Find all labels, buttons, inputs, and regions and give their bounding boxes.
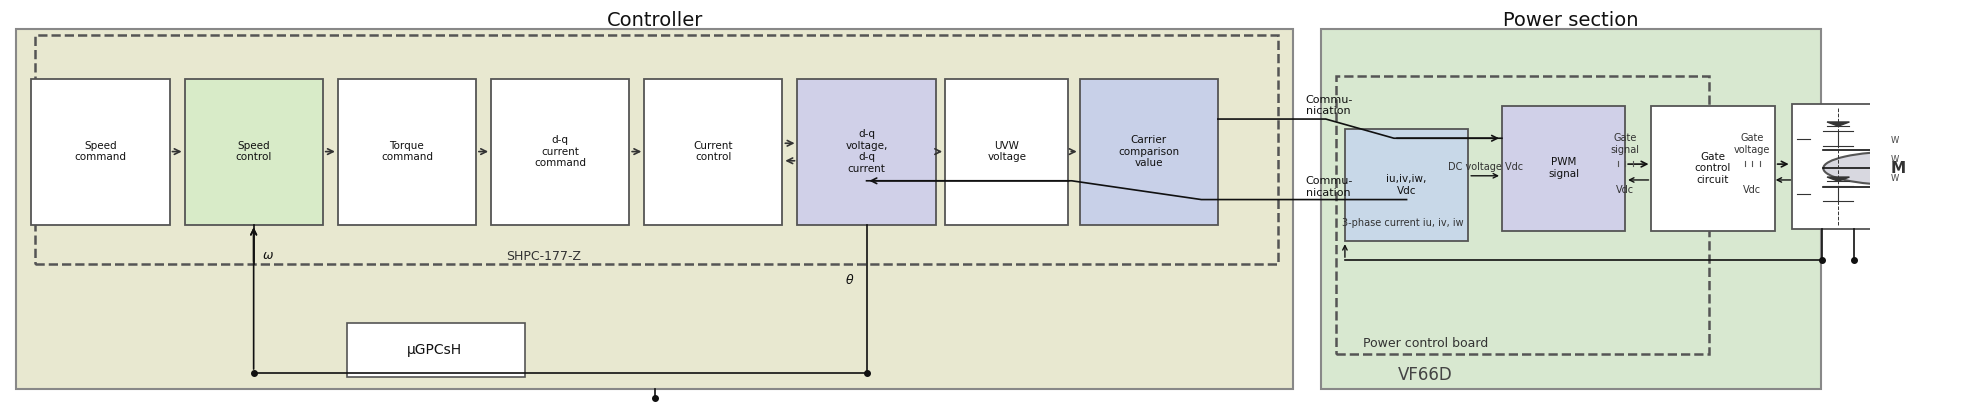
Text: Controller: Controller — [608, 10, 703, 29]
FancyBboxPatch shape — [32, 79, 170, 225]
FancyBboxPatch shape — [798, 79, 935, 225]
Text: W: W — [1889, 174, 1899, 183]
Text: ω: ω — [263, 249, 273, 262]
Text: W: W — [1889, 155, 1899, 164]
Text: Vdc: Vdc — [1616, 185, 1633, 195]
Text: Carrier
comparison
value: Carrier comparison value — [1117, 135, 1178, 168]
Text: UVW
voltage: UVW voltage — [986, 141, 1026, 163]
Text: μGPCsH: μGPCsH — [408, 343, 461, 357]
Text: d-q
current
command: d-q current command — [535, 135, 586, 168]
FancyBboxPatch shape — [1344, 129, 1467, 242]
FancyBboxPatch shape — [346, 323, 525, 377]
FancyBboxPatch shape — [491, 79, 630, 225]
Text: Commu-
nication: Commu- nication — [1305, 176, 1352, 198]
Text: Speed
command: Speed command — [75, 141, 127, 163]
FancyBboxPatch shape — [1501, 106, 1624, 231]
Text: Torque
command: Torque command — [380, 141, 434, 163]
Text: M: M — [1889, 161, 1905, 176]
Text: PWM
signal: PWM signal — [1546, 158, 1578, 179]
Text: Gate
control
circuit: Gate control circuit — [1695, 152, 1731, 185]
Text: Gate
voltage: Gate voltage — [1732, 133, 1770, 155]
Polygon shape — [1826, 177, 1849, 181]
FancyBboxPatch shape — [1651, 106, 1774, 231]
Text: Power control board: Power control board — [1362, 337, 1487, 350]
Text: Vdc: Vdc — [1742, 185, 1760, 195]
Text: d-q
voltage,
d-q
current: d-q voltage, d-q current — [845, 129, 887, 174]
Text: Commu-
nication: Commu- nication — [1305, 95, 1352, 116]
Text: Gate
signal: Gate signal — [1610, 133, 1639, 155]
FancyBboxPatch shape — [644, 79, 782, 225]
FancyBboxPatch shape — [337, 79, 475, 225]
FancyBboxPatch shape — [1079, 79, 1218, 225]
Text: 3-phase current iu, iv, iw: 3-phase current iu, iv, iw — [1340, 218, 1463, 228]
Text: DC voltage Vdc: DC voltage Vdc — [1447, 162, 1523, 172]
Text: VF66D: VF66D — [1398, 366, 1451, 384]
FancyBboxPatch shape — [16, 29, 1291, 389]
Text: Speed
control: Speed control — [236, 141, 271, 163]
Text: iu,iv,iw,
Vdc: iu,iv,iw, Vdc — [1386, 174, 1426, 196]
Circle shape — [1942, 157, 1980, 180]
Polygon shape — [1826, 122, 1849, 126]
Text: Power section: Power section — [1503, 10, 1637, 29]
FancyBboxPatch shape — [1321, 29, 1820, 389]
Circle shape — [1822, 152, 1972, 185]
FancyBboxPatch shape — [1790, 104, 1885, 229]
Text: Current
control: Current control — [693, 141, 733, 163]
Text: W: W — [1889, 136, 1899, 145]
Text: SHPC-177-Z: SHPC-177-Z — [505, 249, 580, 262]
Text: θ: θ — [845, 274, 853, 287]
FancyBboxPatch shape — [944, 79, 1067, 225]
FancyBboxPatch shape — [184, 79, 323, 225]
